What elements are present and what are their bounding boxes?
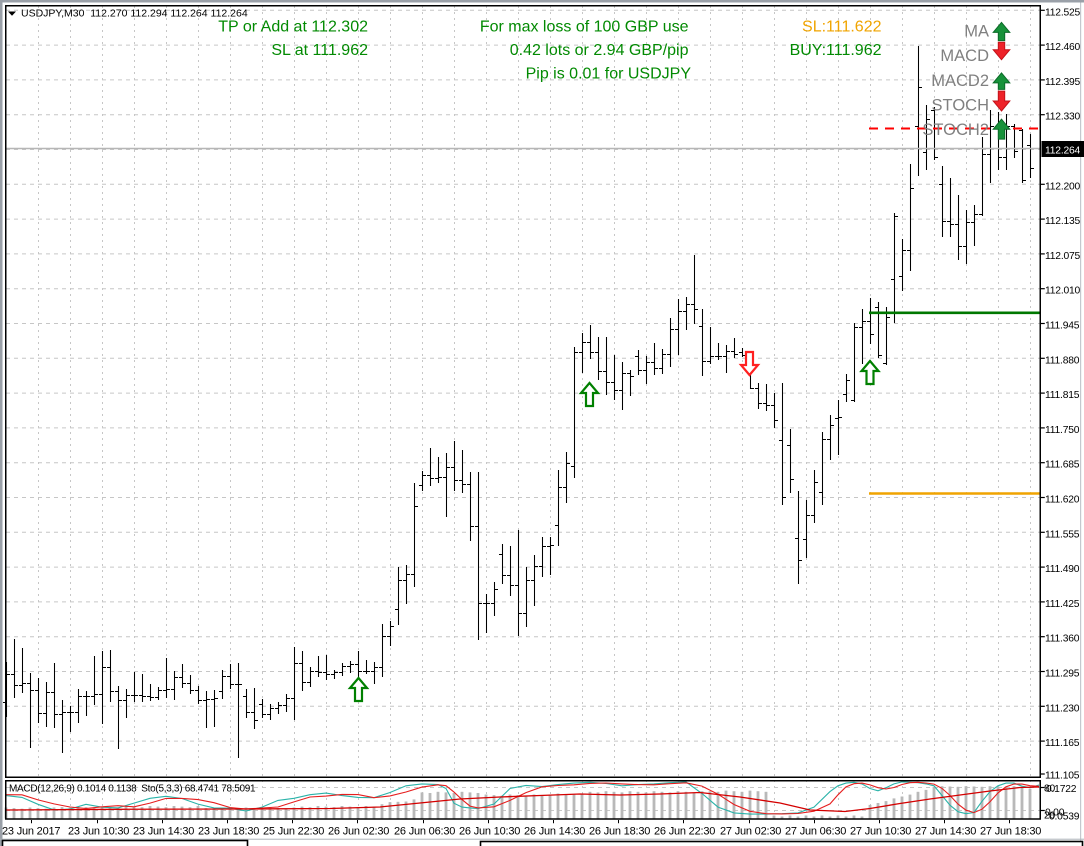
svg-text:26 Jun 14:30: 26 Jun 14:30 <box>524 826 585 838</box>
svg-text:USDJPY,M30 112.270 112.294 11: USDJPY,M30 112.270 112.294 112.264 112.2… <box>21 8 248 20</box>
svg-text:111.815: 111.815 <box>1045 390 1080 401</box>
svg-text:23 Jun 18:30: 23 Jun 18:30 <box>198 826 259 838</box>
svg-text:BUY:111.962: BUY:111.962 <box>790 42 882 59</box>
svg-text:26 Jun 22:30: 26 Jun 22:30 <box>654 826 715 838</box>
svg-text:111.880: 111.880 <box>1045 355 1080 366</box>
svg-text:STOCH2: STOCH2 <box>922 121 989 139</box>
svg-text:26 Jun 10:30: 26 Jun 10:30 <box>459 826 520 838</box>
svg-text:0.1722: 0.1722 <box>1046 784 1077 795</box>
svg-text:112.264: 112.264 <box>1045 146 1081 157</box>
svg-text:SL at 111.962: SL at 111.962 <box>271 42 368 59</box>
svg-text:112.010: 112.010 <box>1045 286 1081 297</box>
svg-text:MACD: MACD <box>940 47 989 65</box>
svg-text:STOCH: STOCH <box>932 97 989 115</box>
svg-text:0.00: 0.00 <box>1045 808 1065 819</box>
svg-text:111.490: 111.490 <box>1045 564 1080 575</box>
svg-text:111.295: 111.295 <box>1045 669 1080 680</box>
svg-text:26 Jun 02:30: 26 Jun 02:30 <box>328 826 389 838</box>
svg-text:23 Jun 2017: 23 Jun 2017 <box>2 826 60 838</box>
svg-text:112.395: 112.395 <box>1045 77 1081 88</box>
svg-text:111.685: 111.685 <box>1045 460 1080 471</box>
svg-text:0.0539: 0.0539 <box>1049 812 1080 823</box>
svg-text:MACD(12,26,9) 0.1014 0.1138 S: MACD(12,26,9) 0.1014 0.1138 Sto(5,3,3) 6… <box>9 784 256 795</box>
svg-text:Pip is 0.01 for USDJPY: Pip is 0.01 for USDJPY <box>526 66 692 83</box>
svg-text:111.105: 111.105 <box>1045 771 1080 782</box>
svg-text:23 Jun 14:30: 23 Jun 14:30 <box>133 826 194 838</box>
svg-text:25 Jun 22:30: 25 Jun 22:30 <box>263 826 324 838</box>
svg-text:111.945: 111.945 <box>1045 321 1080 332</box>
svg-text:27 Jun 02:30: 27 Jun 02:30 <box>720 826 781 838</box>
svg-text:For max loss of 100 GBP use: For max loss of 100 GBP use <box>480 19 689 36</box>
svg-text:111.425: 111.425 <box>1045 599 1080 610</box>
svg-text:112.075: 112.075 <box>1045 251 1081 262</box>
svg-text:MA: MA <box>964 23 989 41</box>
svg-text:23 Jun 10:30: 23 Jun 10:30 <box>68 826 129 838</box>
svg-text:111.230: 111.230 <box>1045 703 1080 714</box>
svg-text:27 Jun 06:30: 27 Jun 06:30 <box>785 826 846 838</box>
svg-text:111.750: 111.750 <box>1045 425 1080 436</box>
svg-text:27 Jun 14:30: 27 Jun 14:30 <box>915 826 976 838</box>
svg-text:111.555: 111.555 <box>1045 529 1080 540</box>
svg-text:26 Jun 06:30: 26 Jun 06:30 <box>394 826 455 838</box>
svg-text:20: 20 <box>1044 811 1056 822</box>
svg-text:112.460: 112.460 <box>1045 42 1081 53</box>
svg-text:SL:111.622: SL:111.622 <box>802 19 882 36</box>
svg-text:112.135: 112.135 <box>1045 216 1081 227</box>
svg-text:0.42 lots or 2.94 GBP/pip: 0.42 lots or 2.94 GBP/pip <box>510 42 689 59</box>
svg-text:26 Jun 18:30: 26 Jun 18:30 <box>589 826 650 838</box>
svg-text:27 Jun 18:30: 27 Jun 18:30 <box>980 826 1041 838</box>
svg-text:MACD2: MACD2 <box>931 72 989 90</box>
svg-text:TP or Add at 112.302: TP or Add at 112.302 <box>218 19 368 36</box>
svg-text:111.165: 111.165 <box>1045 738 1080 749</box>
svg-text:111.620: 111.620 <box>1045 495 1080 506</box>
svg-text:112.330: 112.330 <box>1045 112 1081 123</box>
svg-text:112.525: 112.525 <box>1045 7 1081 18</box>
svg-text:80: 80 <box>1044 784 1056 795</box>
svg-text:112.200: 112.200 <box>1045 181 1081 192</box>
svg-text:27 Jun 10:30: 27 Jun 10:30 <box>850 826 911 838</box>
svg-text:111.360: 111.360 <box>1045 634 1080 645</box>
